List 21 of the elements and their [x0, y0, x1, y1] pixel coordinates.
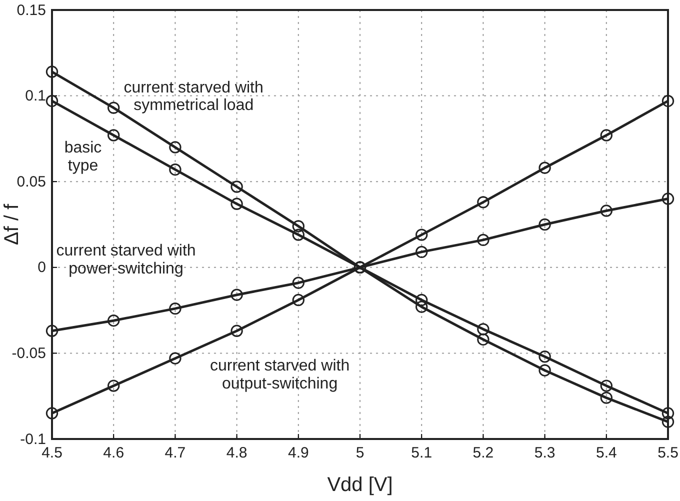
x-tick-label: 5.3	[534, 444, 556, 462]
x-tick-label: 5.1	[411, 444, 432, 462]
y-tick-label: 0.1	[25, 88, 46, 105]
y-tick-label: 0.05	[16, 173, 46, 190]
x-tick-label: 5	[356, 444, 364, 462]
x-tick-label: 5.2	[472, 444, 494, 462]
series-label: current starved with power-switching	[56, 242, 196, 278]
series-label: current starved with output-switching	[210, 358, 350, 392]
y-tick-label: 0	[38, 259, 46, 276]
x-tick-label: 5.5	[658, 444, 678, 462]
x-tick-label: 4.9	[288, 444, 309, 462]
y-tick-label: -0.05	[12, 345, 46, 362]
y-tick-label: 0.15	[16, 2, 46, 19]
x-tick-label: 5.4	[596, 444, 617, 462]
x-tick-label: 4.7	[164, 444, 186, 462]
x-tick-label: 4.8	[226, 444, 248, 462]
x-axis-title: Vdd [V]	[327, 474, 393, 496]
x-tick-label: 4.6	[103, 444, 124, 462]
series-label: basic type	[64, 140, 102, 174]
series-label: current starved with symmetrical load	[124, 80, 264, 114]
y-axis-title: Δf / f	[1, 203, 23, 246]
